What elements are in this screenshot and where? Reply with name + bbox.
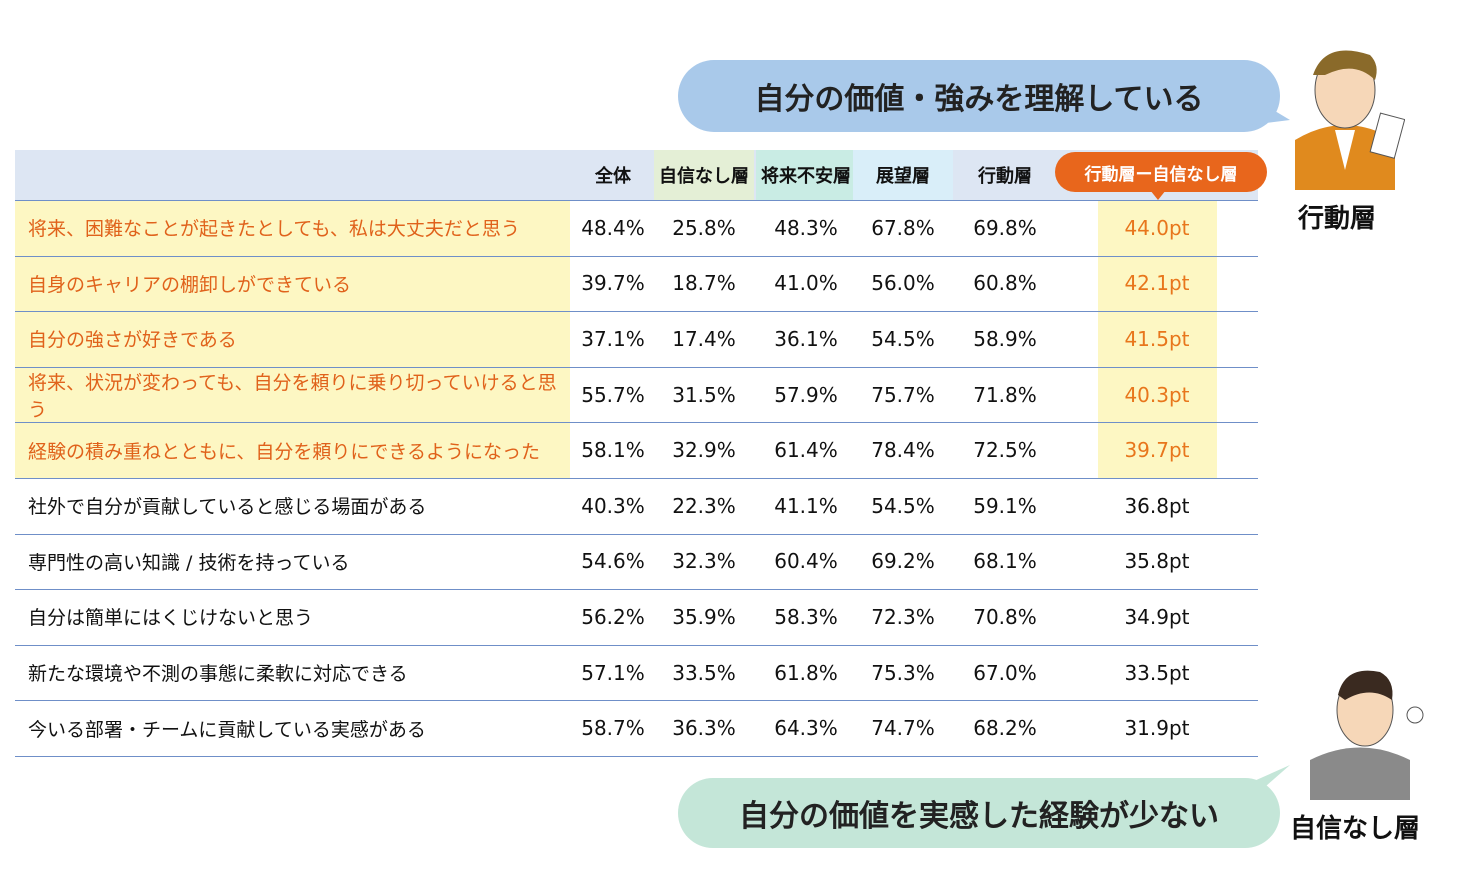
cell: 60.4% — [774, 549, 838, 574]
row-divider — [15, 644, 1258, 646]
row-divider — [15, 366, 1258, 368]
persona-illustration — [1310, 670, 1424, 800]
cell: 41.0% — [774, 271, 838, 296]
cell: 58.7% — [581, 716, 645, 741]
cell: 44.0pt — [1124, 215, 1190, 240]
cell: 75.3% — [871, 660, 935, 685]
cell: 34.9pt — [1124, 604, 1190, 629]
cell: 33.5% — [672, 660, 736, 685]
persona-illustration — [1295, 50, 1405, 190]
row-label: 新たな環境や不測の事態に柔軟に対応できる — [28, 663, 408, 686]
cell: 42.1pt — [1124, 271, 1190, 296]
cell: 35.8pt — [1124, 549, 1190, 574]
pointer — [1150, 190, 1166, 200]
cell: 71.8% — [973, 382, 1037, 407]
cell: 17.4% — [672, 326, 736, 351]
cell: 41.1% — [774, 493, 838, 518]
row-label: 専門性の高い知識 / 技術を持っている — [28, 551, 350, 574]
row-divider — [15, 756, 1258, 757]
cell: 40.3% — [581, 493, 645, 518]
top-bubble: 自分の価値・強みを理解している — [678, 60, 1280, 132]
cell: 56.0% — [871, 271, 935, 296]
cell: 69.2% — [871, 549, 935, 574]
row-label: 将来、困難なことが起きたとしても、私は大丈夫だと思う — [28, 218, 520, 241]
cell: 41.5pt — [1124, 326, 1190, 351]
row-divider — [15, 422, 1258, 424]
cell: 39.7pt — [1124, 438, 1190, 463]
cell: 57.9% — [774, 382, 838, 407]
highlight — [1098, 200, 1217, 478]
highlight — [15, 200, 570, 478]
cell: 37.1% — [581, 326, 645, 351]
column-header: 行動層 — [955, 150, 1055, 200]
column-header: 自信なし層 — [654, 150, 754, 200]
bottom-bubble: 自分の価値を実感した経験が少ない — [678, 778, 1280, 848]
row-divider — [15, 478, 1258, 479]
cell: 25.8% — [672, 215, 736, 240]
cell: 68.2% — [973, 716, 1037, 741]
cell: 40.3pt — [1124, 382, 1190, 407]
cell: 36.8pt — [1124, 493, 1190, 518]
persona-label: 自信なし層 — [1290, 814, 1421, 844]
cell: 58.9% — [973, 326, 1037, 351]
cell: 67.8% — [871, 215, 935, 240]
row-label: 社外で自分が貢献していると感じる場面がある — [28, 496, 427, 519]
cell: 48.4% — [581, 215, 645, 240]
cell: 68.1% — [973, 549, 1037, 574]
row-divider — [15, 255, 1258, 257]
cell: 18.7% — [672, 271, 736, 296]
cell: 72.3% — [871, 604, 935, 629]
cell: 56.2% — [581, 604, 645, 629]
cell: 75.7% — [871, 382, 935, 407]
cell: 70.8% — [973, 604, 1037, 629]
cell: 31.5% — [672, 382, 736, 407]
row-label: 自分の強さが好きである — [28, 329, 237, 352]
cell: 57.1% — [581, 660, 645, 685]
row-divider — [15, 311, 1258, 313]
cell: 78.4% — [871, 438, 935, 463]
cell: 60.8% — [973, 271, 1037, 296]
row-divider — [15, 200, 1258, 201]
cell: 64.3% — [774, 716, 838, 741]
cell: 36.3% — [672, 716, 736, 741]
row-divider — [15, 589, 1258, 591]
row-divider — [15, 533, 1258, 535]
cell: 31.9pt — [1124, 716, 1190, 741]
cell: 32.9% — [672, 438, 736, 463]
cell: 61.8% — [774, 660, 838, 685]
column-header: 将来不安層 — [756, 150, 856, 200]
row-label: 自分は簡単にはくじけないと思う — [28, 607, 314, 630]
cell: 55.7% — [581, 382, 645, 407]
cell: 74.7% — [871, 716, 935, 741]
cell: 22.3% — [672, 493, 736, 518]
bubble-tail — [1245, 765, 1290, 800]
cell: 33.5pt — [1124, 660, 1190, 685]
persona-label: 行動層 — [1298, 204, 1377, 234]
cell: 36.1% — [774, 326, 838, 351]
row-label: 今いる部署・チームに貢献している実感がある — [28, 718, 426, 741]
bubble-tail — [1240, 90, 1290, 125]
cell: 59.1% — [973, 493, 1037, 518]
row-label: 自身のキャリアの棚卸しができている — [28, 273, 352, 296]
cell: 39.7% — [581, 271, 645, 296]
row-label: 将来、状況が変わっても、自分を頼りに乗り切っていけると思う — [28, 371, 557, 421]
cell: 54.5% — [871, 326, 935, 351]
row-label: 経験の積み重ねとともに、自分を頼りにできるようになった — [28, 440, 541, 463]
column-header: 行動層ー自信なし層 — [1055, 152, 1267, 192]
cell: 61.4% — [774, 438, 838, 463]
cell: 54.5% — [871, 493, 935, 518]
cell: 69.8% — [973, 215, 1037, 240]
cell: 54.6% — [581, 549, 645, 574]
column-header: 展望層 — [853, 150, 953, 200]
cell: 67.0% — [973, 660, 1037, 685]
column-header: 全体 — [595, 166, 631, 187]
row-divider — [15, 700, 1258, 702]
cell: 32.3% — [672, 549, 736, 574]
cell: 58.1% — [581, 438, 645, 463]
cell: 48.3% — [774, 215, 838, 240]
cell: 58.3% — [774, 604, 838, 629]
cell: 72.5% — [973, 438, 1037, 463]
cell: 35.9% — [672, 604, 736, 629]
